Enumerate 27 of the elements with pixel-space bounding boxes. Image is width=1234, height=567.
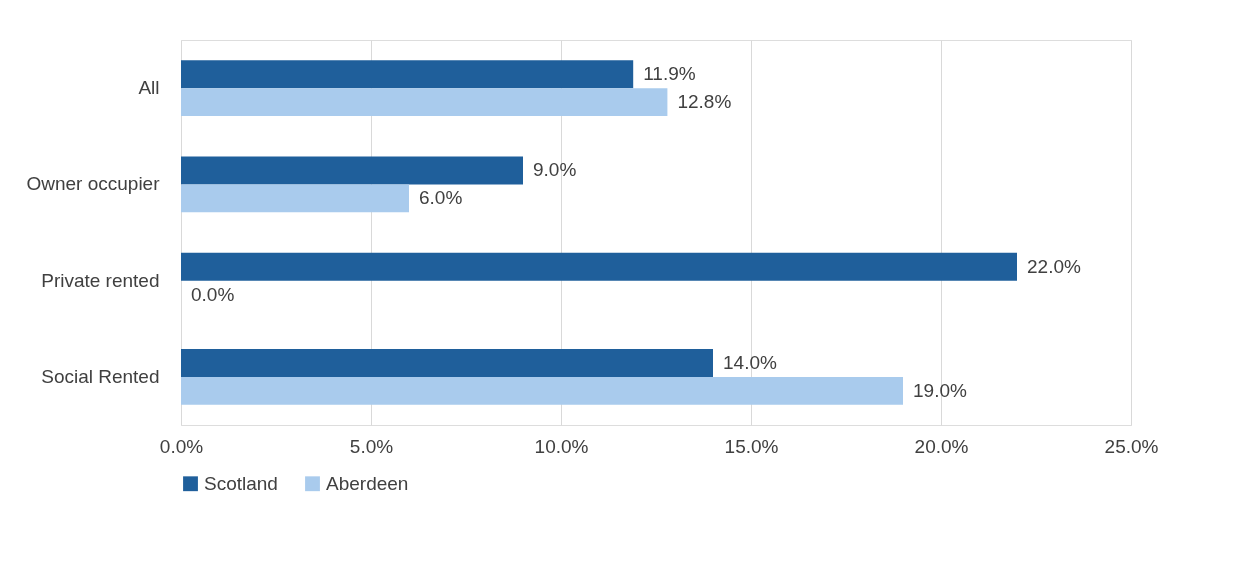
legend-label: Aberdeen — [326, 472, 409, 494]
bar — [181, 348, 713, 377]
data-label: 0.0% — [191, 283, 235, 305]
y-tick-label: Private rented — [41, 269, 160, 291]
legend-label: Scotland — [204, 472, 278, 494]
x-tick-label: 0.0% — [159, 435, 204, 457]
x-tick-label: 25.0% — [1104, 435, 1159, 457]
bar — [181, 376, 903, 405]
y-tick-label: Social Rented — [41, 365, 160, 387]
x-tick-label: 10.0% — [534, 435, 589, 457]
data-label: 11.9% — [643, 63, 696, 85]
x-tick-label: 20.0% — [914, 435, 969, 457]
data-label: 12.8% — [677, 91, 732, 113]
x-tick-label: 15.0% — [724, 435, 779, 457]
data-label: 9.0% — [533, 159, 577, 181]
x-tick-label: 5.0% — [349, 435, 394, 457]
data-label: 6.0% — [419, 187, 463, 209]
data-label: 22.0% — [1027, 255, 1081, 277]
bar — [181, 184, 409, 213]
data-label: 14.0% — [723, 351, 777, 373]
bar — [181, 252, 1017, 281]
data-label: 19.0% — [913, 379, 967, 401]
y-tick-label: All — [138, 77, 160, 99]
bar — [181, 156, 523, 185]
bar — [181, 60, 634, 89]
y-tick-label: Owner occupier — [26, 173, 161, 195]
bar — [181, 88, 668, 117]
